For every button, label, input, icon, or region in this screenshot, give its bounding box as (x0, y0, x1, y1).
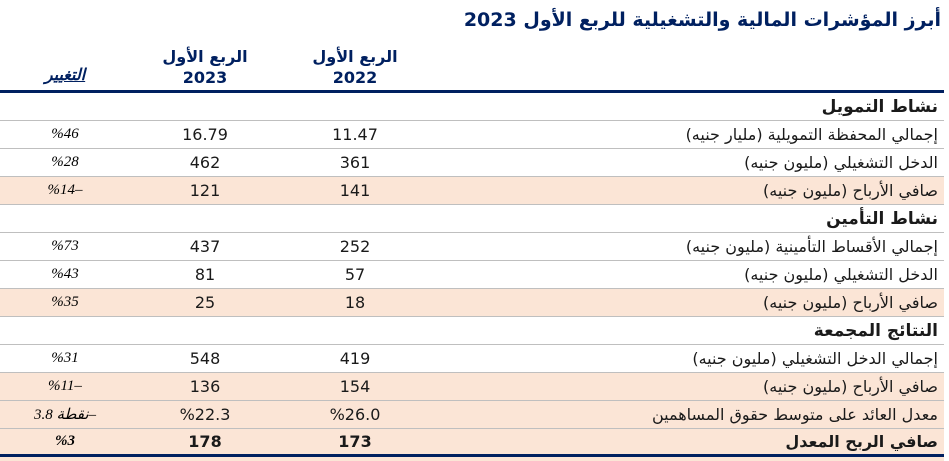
change-value: %31 (51, 350, 79, 366)
change-value: %46 (51, 126, 79, 142)
q1-2022-value: 154 (339, 377, 371, 396)
q1-2022-value: 11.47 (332, 125, 378, 144)
table-header-row: التغيير الربع الأول 2023 الربع الأول 202… (0, 38, 944, 93)
table-row-highlighted: نقطة 3.8– %22.3 %26.0 معدل العائد على مت… (0, 401, 944, 429)
section-title: نشاط التمويل (821, 96, 938, 117)
q1-2022-value: 173 (338, 432, 372, 451)
table-row: %73 437 252 إجمالي الأقساط التأمينية (مل… (0, 233, 944, 261)
row-label: صافي الربح المعدل (785, 432, 938, 451)
q1-2022-value: 141 (339, 181, 371, 200)
report-title: أبرز المؤشرات المالية والتشغيلية للربع ا… (463, 9, 941, 31)
table-row: %46 16.79 11.47 إجمالي المحفظة التمويلية… (0, 121, 944, 149)
q1-2023-value: 121 (189, 181, 221, 200)
change-value: %28 (51, 154, 79, 170)
row-label: صافي الأرباح (مليون جنيه) (763, 181, 938, 200)
q1-2023-value: 16.79 (182, 125, 228, 144)
q1-2023-value: 437 (189, 237, 221, 256)
q1-2023-value: 25 (194, 293, 216, 312)
change-value: %35 (51, 294, 79, 310)
column-header-q1-2023-line1: الربع الأول (162, 47, 248, 66)
table-row-highlighted: %11– 136 154 صافي الأرباح (مليون جنيه) (0, 373, 944, 401)
column-header-q1-2022-year: 2022 (332, 68, 378, 87)
table-bottom-strip (0, 457, 944, 461)
column-header-q1-2022-line1: الربع الأول (312, 47, 398, 66)
financial-highlights-table: التغيير الربع الأول 2023 الربع الأول 202… (0, 38, 944, 461)
row-label: الدخل التشغيلي (مليون جنيه) (744, 153, 938, 172)
change-value: %3 (55, 433, 75, 449)
table-row-highlighted: %14– 121 141 صافي الأرباح (مليون جنيه) (0, 177, 944, 205)
change-value: %14– (47, 182, 83, 198)
q1-2022-value: 419 (339, 349, 371, 368)
change-value: %43 (51, 266, 79, 282)
section-header-consolidated: النتائج المجمعة (0, 317, 944, 345)
row-label: إجمالي الدخل التشغيلي (مليون جنيه) (692, 349, 938, 368)
section-header-financing: نشاط التمويل (0, 93, 944, 121)
q1-2022-value: %26.0 (329, 405, 381, 424)
q1-2022-value: 18 (344, 293, 366, 312)
row-label: صافي الأرباح (مليون جنيه) (763, 293, 938, 312)
q1-2022-value: 57 (344, 265, 366, 284)
section-header-insurance: نشاط التأمين (0, 205, 944, 233)
table-row-highlighted: %35 25 18 صافي الأرباح (مليون جنيه) (0, 289, 944, 317)
column-header-q1-2023: الربع الأول 2023 (130, 46, 280, 88)
q1-2023-value: 548 (189, 349, 221, 368)
column-header-q1-2022: الربع الأول 2022 (280, 46, 430, 88)
q1-2023-value: 462 (189, 153, 221, 172)
table-row: %43 81 57 الدخل التشغيلي (مليون جنيه) (0, 261, 944, 289)
row-label: الدخل التشغيلي (مليون جنيه) (744, 265, 938, 284)
total-row-adjusted-net-profit: %3 178 173 صافي الربح المعدل (0, 429, 944, 457)
q1-2022-value: 252 (339, 237, 371, 256)
column-header-change: التغيير (44, 65, 86, 84)
section-title: نشاط التأمين (826, 208, 938, 229)
row-label: صافي الأرباح (مليون جنيه) (763, 377, 938, 396)
section-title: النتائج المجمعة (813, 320, 938, 341)
change-value: نقطة 3.8– (33, 407, 97, 423)
q1-2023-value: %22.3 (179, 405, 231, 424)
q1-2023-value: 178 (188, 432, 222, 451)
row-label: إجمالي المحفظة التمويلية (مليار جنيه) (685, 125, 938, 144)
change-value: %11– (48, 378, 82, 394)
row-label: معدل العائد على متوسط حقوق المساهمين (651, 405, 938, 424)
table-row: %31 548 419 إجمالي الدخل التشغيلي (مليون… (0, 345, 944, 373)
q1-2023-value: 136 (189, 377, 221, 396)
q1-2023-value: 81 (194, 265, 216, 284)
column-header-q1-2023-year: 2023 (182, 68, 228, 87)
table-row: %28 462 361 الدخل التشغيلي (مليون جنيه) (0, 149, 944, 177)
q1-2022-value: 361 (339, 153, 371, 172)
change-value: %73 (51, 238, 79, 254)
row-label: إجمالي الأقساط التأمينية (مليون جنيه) (685, 237, 938, 256)
